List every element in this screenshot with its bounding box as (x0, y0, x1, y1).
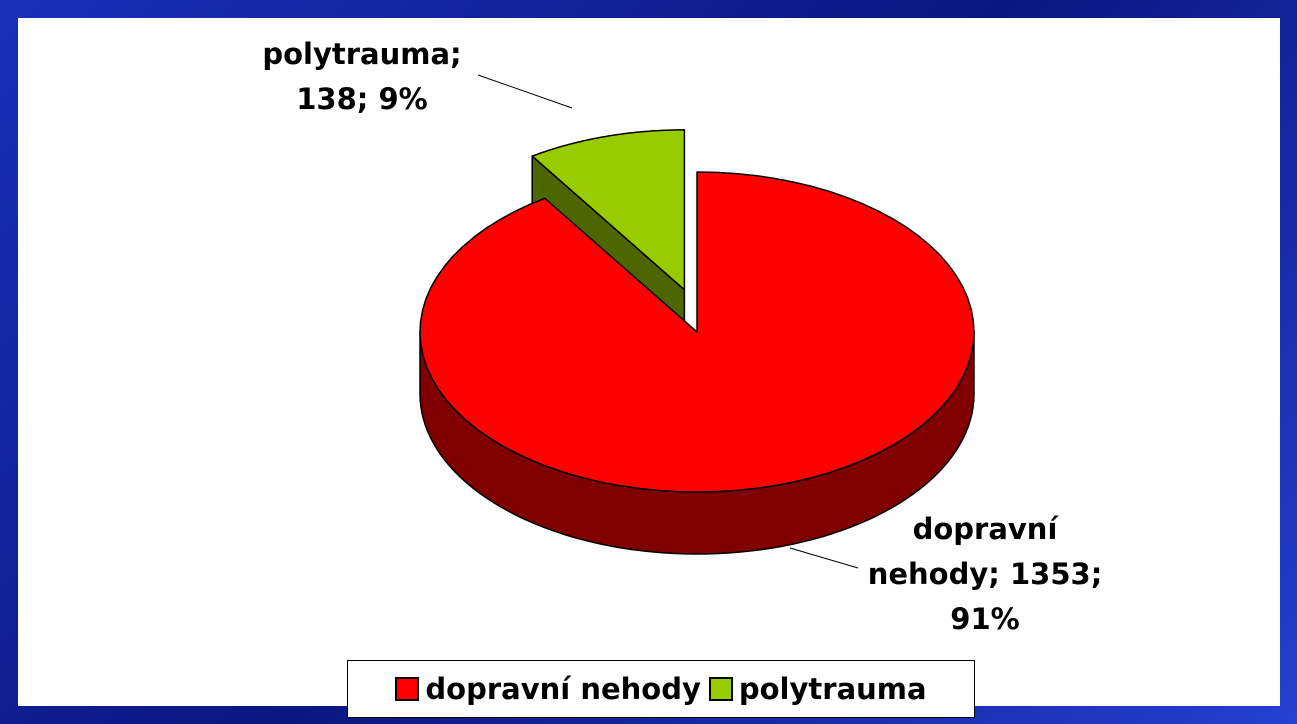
label-separator: ; (450, 37, 462, 71)
data-label: polytrauma; 138; 9% (232, 32, 492, 122)
legend-label: dopravní nehody (425, 672, 701, 706)
leader-line (789, 547, 859, 569)
legend-swatch (395, 677, 420, 701)
label-value: 1353 (1009, 557, 1091, 591)
legend-label: polytrauma (738, 672, 927, 706)
legend-swatch (708, 677, 733, 701)
slice (419, 171, 975, 493)
legend: dopravní nehody polytrauma (347, 660, 975, 718)
legend-item: dopravní nehody (395, 672, 701, 706)
data-label: dopravní nehody; 1353; 91% (865, 507, 1105, 642)
label-separator: ; (356, 82, 369, 116)
leader-line (477, 74, 573, 109)
label-percent: 91% (950, 602, 1020, 636)
slice (531, 129, 686, 291)
label-value: 138 (296, 82, 357, 116)
label-percent: 9% (378, 82, 428, 116)
label-name: dopravní nehody (867, 512, 1058, 591)
label-separator: ; (1090, 557, 1103, 591)
label-name: polytrauma (262, 37, 451, 71)
legend-item: polytrauma (708, 672, 927, 706)
label-separator: ; (988, 557, 1000, 591)
